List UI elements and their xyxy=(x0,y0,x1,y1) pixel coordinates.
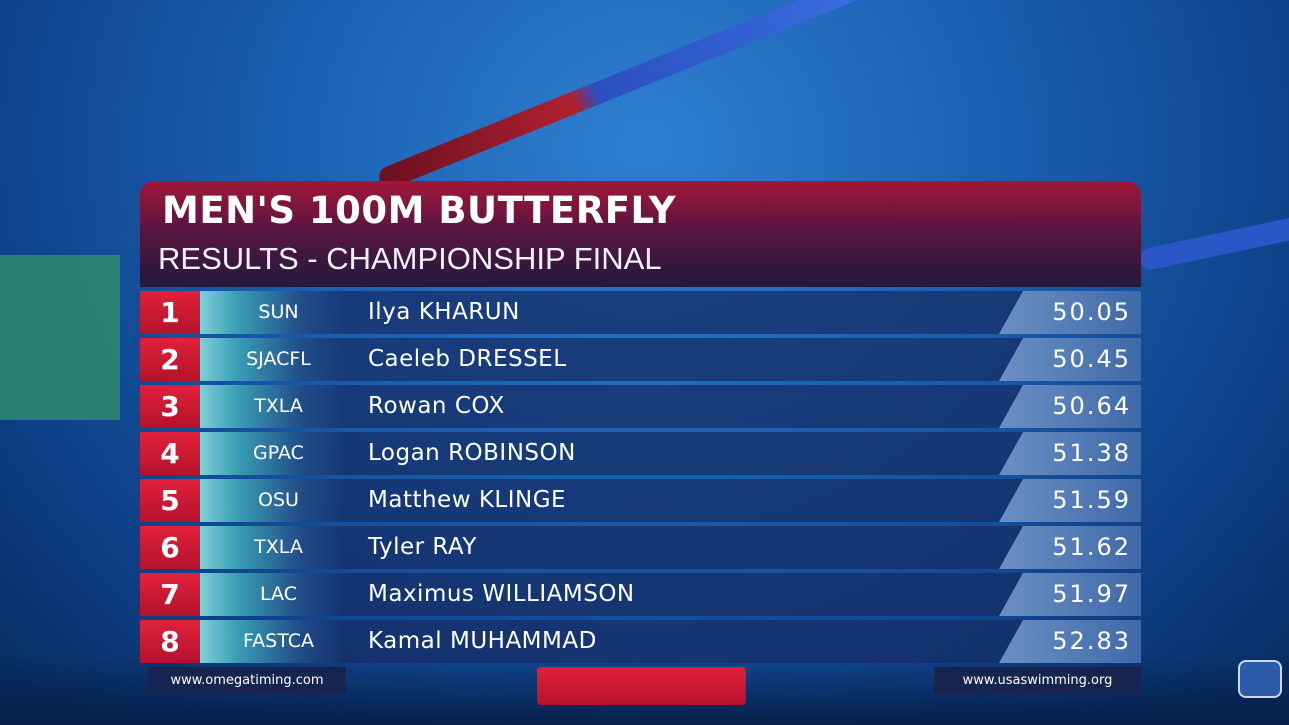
subtitle: RESULTS - CHAMPIONSHIP FINAL xyxy=(158,241,662,276)
results-board: MEN'S 100M BUTTERFLY RESULTS - CHAMPIONS… xyxy=(140,181,1141,663)
rank: 8 xyxy=(140,620,200,663)
result-row: 7 LAC Maximus WILLIAMSON 51.97 xyxy=(140,573,1141,616)
lane-rope xyxy=(375,0,867,192)
rank: 5 xyxy=(140,479,200,522)
swimmer-name: Kamal MUHAMMAD xyxy=(368,628,597,654)
swimmer-name: Logan ROBINSON xyxy=(368,440,576,466)
team: OSU xyxy=(200,479,345,522)
footer-right: www.usaswimming.org xyxy=(934,667,1141,694)
header: MEN'S 100M BUTTERFLY RESULTS - CHAMPIONS… xyxy=(140,181,1141,287)
time: 51.97 xyxy=(999,573,1141,616)
rank: 1 xyxy=(140,291,200,334)
swimmer-name: Matthew KLINGE xyxy=(368,487,567,513)
result-row: 6 TXLA Tyler RAY 51.62 xyxy=(140,526,1141,569)
swimmer-name: Caeleb DRESSEL xyxy=(368,346,567,372)
team: SJACFL xyxy=(200,338,345,381)
sponsor-logo xyxy=(537,667,746,705)
swimmer-name: Ilya KHARUN xyxy=(368,299,520,325)
team: GPAC xyxy=(200,432,345,475)
swimmer-name: Tyler RAY xyxy=(368,534,477,560)
swimmer-name: Maximus WILLIAMSON xyxy=(368,581,635,607)
result-row: 5 OSU Matthew KLINGE 51.59 xyxy=(140,479,1141,522)
time: 51.62 xyxy=(999,526,1141,569)
wall-target xyxy=(0,255,120,420)
rank: 7 xyxy=(140,573,200,616)
title: MEN'S 100M BUTTERFLY xyxy=(162,189,677,232)
time: 52.83 xyxy=(999,620,1141,663)
time: 51.59 xyxy=(999,479,1141,522)
rank: 3 xyxy=(140,385,200,428)
result-row: 3 TXLA Rowan COX 50.64 xyxy=(140,385,1141,428)
rank: 6 xyxy=(140,526,200,569)
team: TXLA xyxy=(200,385,345,428)
team: TXLA xyxy=(200,526,345,569)
footer-left: www.omegatiming.com xyxy=(148,667,346,694)
result-row: 4 GPAC Logan ROBINSON 51.38 xyxy=(140,432,1141,475)
result-row: 8 FASTCA Kamal MUHAMMAD 52.83 xyxy=(140,620,1141,663)
lane-rope xyxy=(1137,212,1289,272)
swimmer-name: Rowan COX xyxy=(368,393,505,419)
time: 50.05 xyxy=(999,291,1141,334)
time: 50.64 xyxy=(999,385,1141,428)
time: 50.45 xyxy=(999,338,1141,381)
team: FASTCA xyxy=(200,620,345,663)
rank: 2 xyxy=(140,338,200,381)
result-row: 2 SJACFL Caeleb DRESSEL 50.45 xyxy=(140,338,1141,381)
time: 51.38 xyxy=(999,432,1141,475)
result-row: 1 SUN Ilya KHARUN 50.05 xyxy=(140,291,1141,334)
team: SUN xyxy=(200,291,345,334)
team: LAC xyxy=(200,573,345,616)
rank: 4 xyxy=(140,432,200,475)
broadcaster-logo xyxy=(1238,660,1282,698)
